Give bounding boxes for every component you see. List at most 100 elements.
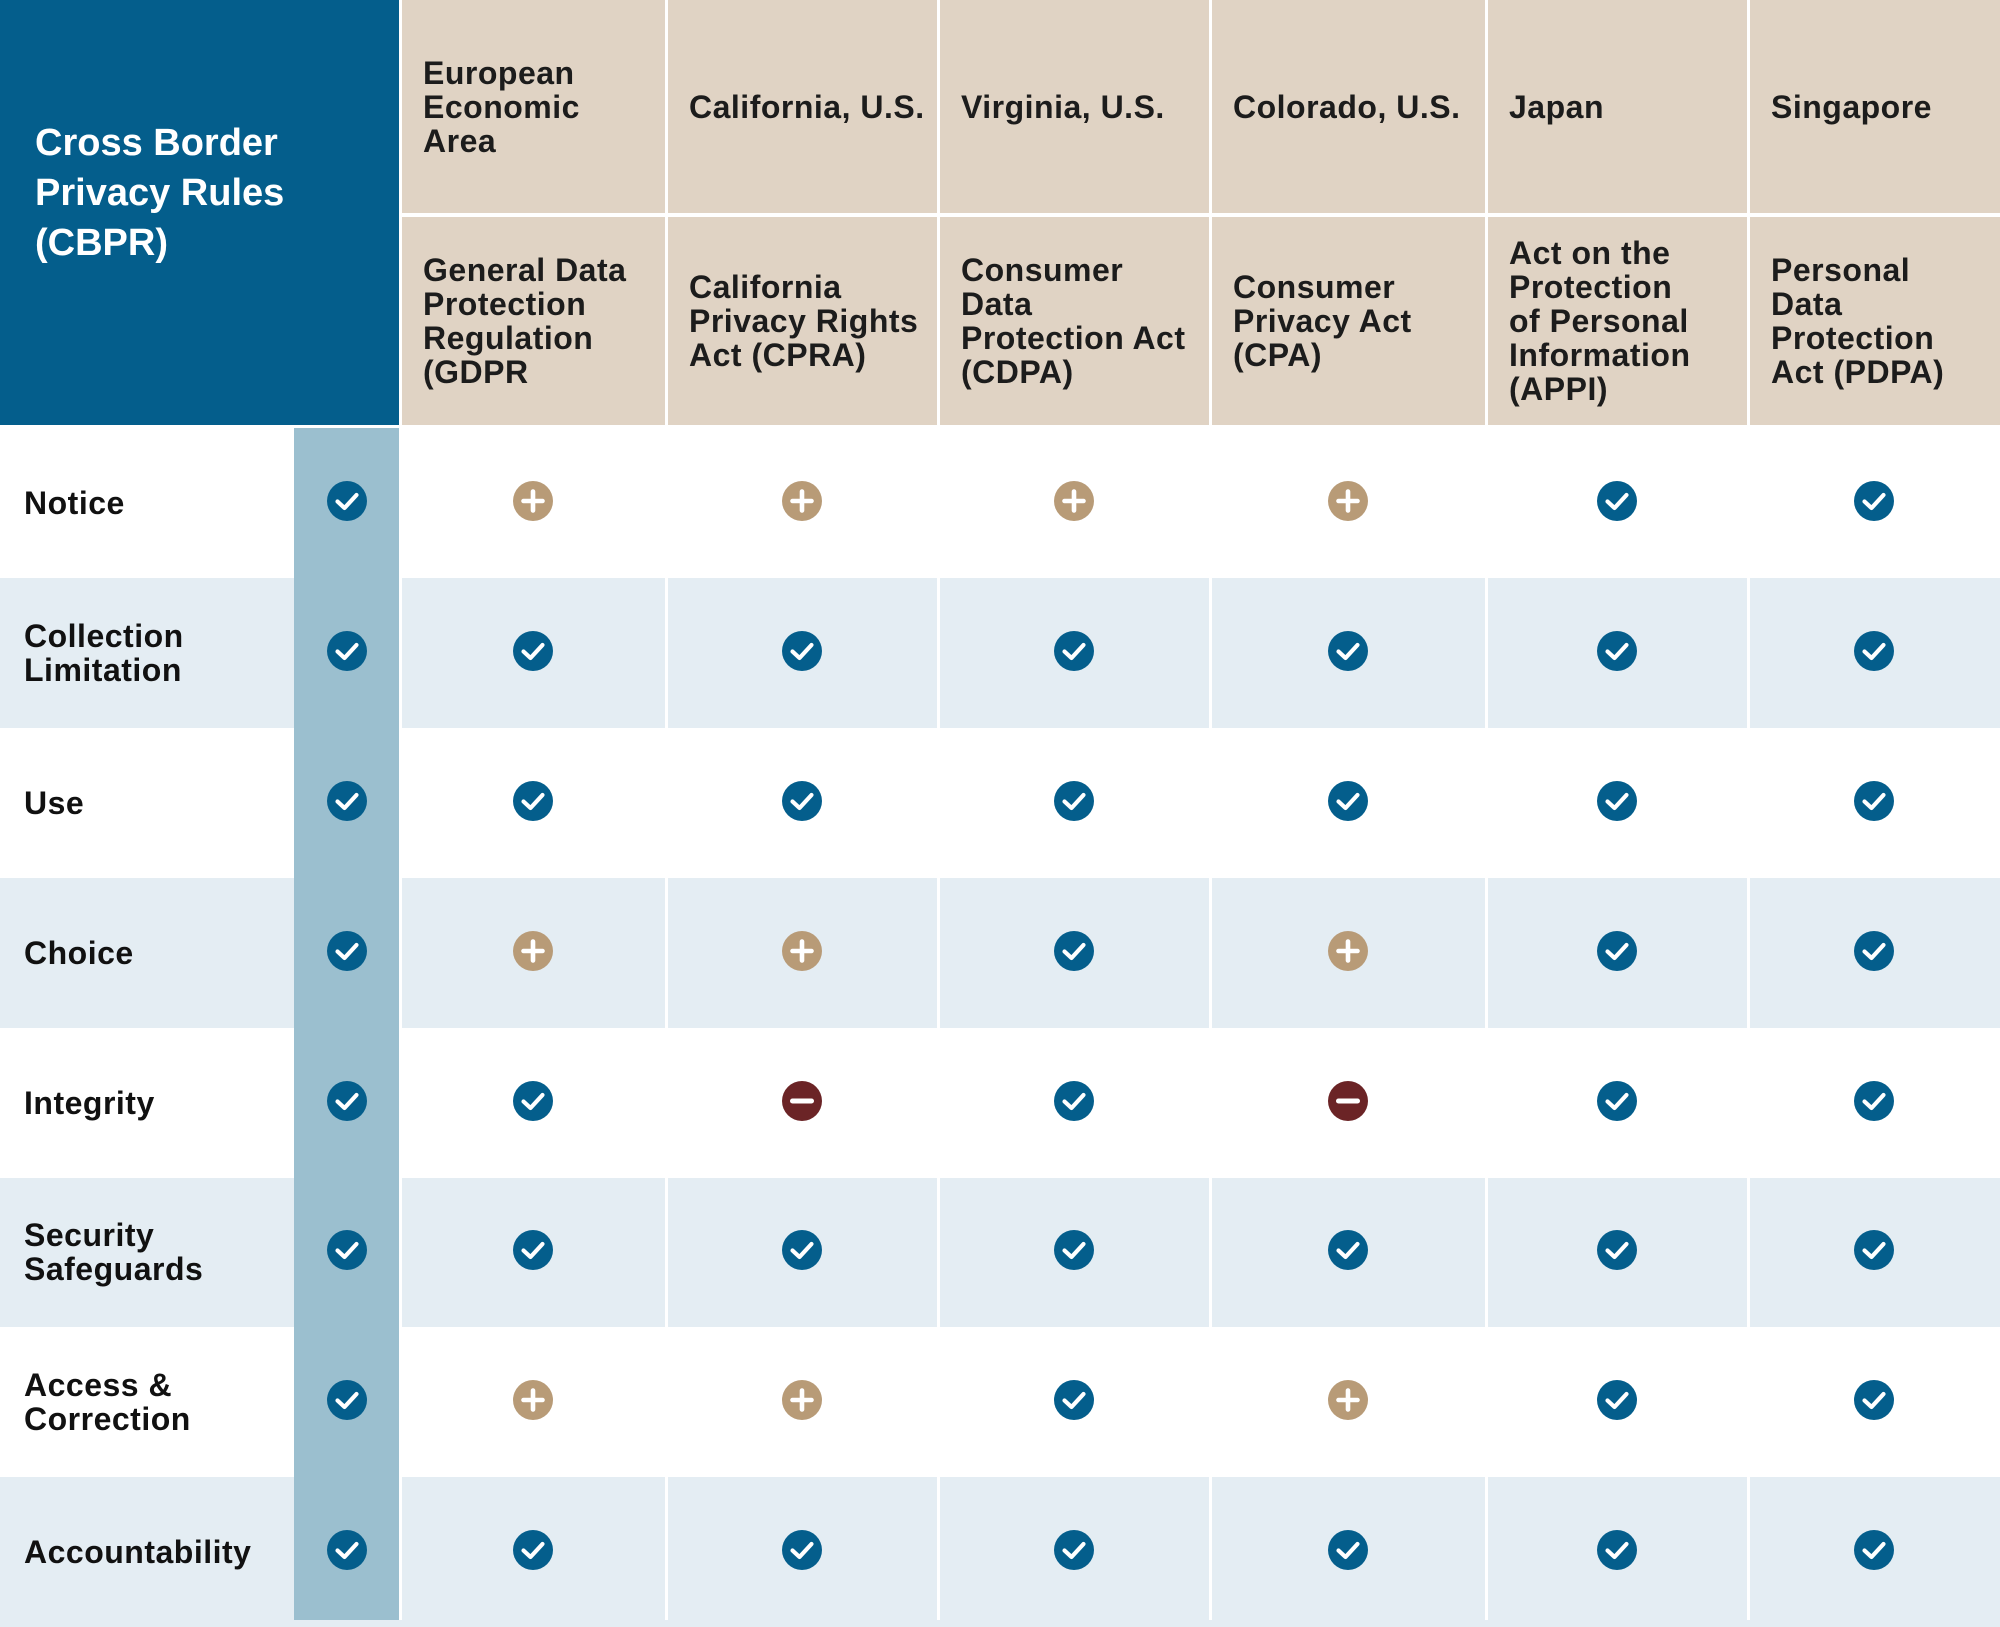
region-name: Japan	[1509, 88, 1604, 125]
region-header: Japan	[1486, 0, 1748, 215]
check-circle-icon	[326, 480, 368, 522]
region-header: European Economic Area	[400, 0, 666, 215]
check-circle-icon	[512, 1229, 554, 1271]
check-circle-icon	[1596, 630, 1638, 672]
check-circle-icon	[512, 1529, 554, 1571]
check-circle-icon	[781, 1529, 823, 1571]
plus-circle-icon	[781, 480, 823, 522]
criterion-name: Use	[24, 784, 85, 821]
check-circle-icon	[1596, 1080, 1638, 1122]
law-header: Consumer Data Protection Act (CDPA)	[938, 217, 1210, 425]
law-header: General Data Protection Regulation (GDPR	[400, 217, 666, 425]
region-name: Virginia, U.S.	[961, 88, 1165, 125]
minus-circle-icon	[781, 1080, 823, 1122]
check-circle-icon	[1596, 480, 1638, 522]
check-circle-icon	[1053, 1529, 1095, 1571]
check-circle-icon	[1053, 780, 1095, 822]
law-header: Consumer Privacy Act (CPA)	[1210, 217, 1486, 425]
region-header: California, U.S.	[666, 0, 938, 215]
check-circle-icon	[1327, 1529, 1369, 1571]
law-name: Consumer Data Protection Act (CDPA)	[961, 252, 1186, 390]
check-circle-icon	[326, 1229, 368, 1271]
row-label: Integrity	[0, 1028, 292, 1178]
column-divider	[1747, 0, 1750, 1620]
plus-circle-icon	[781, 930, 823, 972]
check-circle-icon	[1853, 1080, 1895, 1122]
plus-circle-icon	[512, 1379, 554, 1421]
check-circle-icon	[1596, 1379, 1638, 1421]
law-name: Act on the Protection of Personal Inform…	[1509, 235, 1691, 407]
column-divider	[1485, 0, 1488, 1620]
check-circle-icon	[1596, 930, 1638, 972]
row-label: Notice	[0, 428, 292, 578]
row-label: Use	[0, 728, 292, 878]
criterion-name: Security Safeguards	[24, 1217, 204, 1288]
check-circle-icon	[326, 1080, 368, 1122]
check-circle-icon	[1853, 630, 1895, 672]
criterion-name: Accountability	[24, 1534, 252, 1571]
region-name: European Economic Area	[423, 54, 580, 159]
row-label: Access & Correction	[0, 1327, 292, 1477]
law-name: General Data Protection Regulation (GDPR	[423, 252, 627, 390]
check-circle-icon	[1596, 1229, 1638, 1271]
law-name: Personal Data Protection Act (PDPA)	[1771, 252, 1945, 390]
column-divider	[665, 0, 668, 1620]
check-circle-icon	[1053, 930, 1095, 972]
row-label: Choice	[0, 878, 292, 1028]
law-name: California Privacy Rights Act (CPRA)	[689, 269, 919, 373]
region-name: Colorado, U.S.	[1233, 88, 1461, 125]
check-circle-icon	[1853, 1379, 1895, 1421]
check-circle-icon	[326, 780, 368, 822]
criterion-name: Access & Correction	[24, 1367, 191, 1438]
check-circle-icon	[1053, 1229, 1095, 1271]
column-divider	[937, 0, 940, 1620]
check-circle-icon	[1327, 630, 1369, 672]
law-name: Consumer Privacy Act (CPA)	[1233, 269, 1412, 373]
criterion-name: Integrity	[24, 1084, 155, 1121]
region-header: Singapore	[1748, 0, 2000, 215]
plus-circle-icon	[1327, 1379, 1369, 1421]
check-circle-icon	[512, 1080, 554, 1122]
law-header: Personal Data Protection Act (PDPA)	[1748, 217, 2000, 425]
criterion-name: Collection Limitation	[24, 617, 184, 688]
check-circle-icon	[1053, 1080, 1095, 1122]
check-circle-icon	[781, 630, 823, 672]
check-circle-icon	[1596, 1529, 1638, 1571]
column-divider	[399, 0, 402, 1620]
check-circle-icon	[512, 630, 554, 672]
plus-circle-icon	[1327, 930, 1369, 972]
criterion-name: Choice	[24, 934, 134, 971]
region-header: Virginia, U.S.	[938, 0, 1210, 215]
check-circle-icon	[1053, 1379, 1095, 1421]
column-divider	[1209, 0, 1212, 1620]
check-circle-icon	[326, 1379, 368, 1421]
check-circle-icon	[326, 630, 368, 672]
law-header: Act on the Protection of Personal Inform…	[1486, 217, 1748, 425]
region-header: Colorado, U.S.	[1210, 0, 1486, 215]
plus-circle-icon	[512, 930, 554, 972]
check-circle-icon	[326, 930, 368, 972]
check-circle-icon	[1853, 780, 1895, 822]
check-circle-icon	[1053, 630, 1095, 672]
minus-circle-icon	[1327, 1080, 1369, 1122]
plus-circle-icon	[1053, 480, 1095, 522]
check-circle-icon	[1853, 1529, 1895, 1571]
check-circle-icon	[1327, 1229, 1369, 1271]
check-circle-icon	[781, 780, 823, 822]
region-name: California, U.S.	[689, 88, 925, 125]
criterion-name: Notice	[24, 484, 125, 521]
check-circle-icon	[1596, 780, 1638, 822]
row-label: Security Safeguards	[0, 1178, 292, 1328]
check-circle-icon	[1853, 930, 1895, 972]
law-header: California Privacy Rights Act (CPRA)	[666, 217, 938, 425]
plus-circle-icon	[1327, 480, 1369, 522]
region-name: Singapore	[1771, 88, 1932, 125]
check-circle-icon	[781, 1229, 823, 1271]
check-circle-icon	[326, 1529, 368, 1571]
cbpr-header: Cross Border Privacy Rules (CBPR)	[0, 0, 400, 425]
plus-circle-icon	[512, 480, 554, 522]
check-circle-icon	[512, 780, 554, 822]
check-circle-icon	[1853, 480, 1895, 522]
plus-circle-icon	[781, 1379, 823, 1421]
